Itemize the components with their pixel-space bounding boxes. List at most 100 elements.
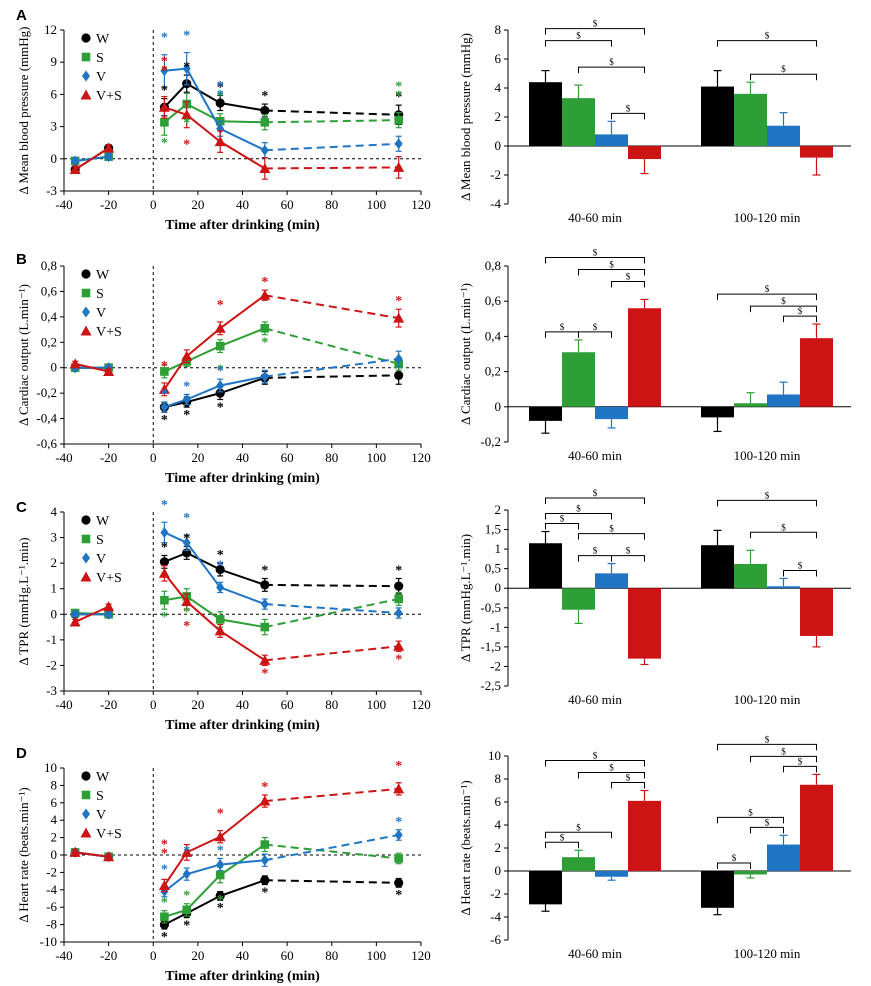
significance-bracket <box>578 66 645 74</box>
data-point-vs <box>393 312 405 323</box>
significance-star: * <box>395 815 402 830</box>
bar-w <box>701 545 734 589</box>
data-point-v <box>216 581 225 593</box>
y-tick-label: -10 <box>40 934 57 949</box>
data-point-vs <box>158 567 170 578</box>
x-tick-label: 80 <box>325 948 338 963</box>
data-point-s <box>182 905 192 915</box>
significance-symbol: $ <box>626 773 631 783</box>
series-line-dashed <box>264 603 399 615</box>
data-point-v <box>394 138 403 150</box>
data-point-vs <box>69 164 81 175</box>
bar-s <box>562 588 595 610</box>
y-axis-label: Δ TPR (mmHg.L⁻¹.min) <box>16 537 31 665</box>
significance-symbol: $ <box>798 560 803 570</box>
x-tick-label: 100 <box>367 197 387 212</box>
legend-label-v: V <box>96 552 106 567</box>
data-point-v <box>394 607 403 619</box>
significance-symbol: $ <box>593 322 598 332</box>
significance-star: * <box>183 29 190 44</box>
x-tick-label: -40 <box>55 948 72 963</box>
bar-group-0: 40-60 min <box>529 298 661 463</box>
significance-star: * <box>161 610 168 625</box>
significance-symbol: $ <box>626 103 631 113</box>
data-point-vs <box>214 136 226 147</box>
x-tick-label: -40 <box>55 450 72 465</box>
bar-y-tick-label: 2 <box>495 502 502 517</box>
bar-v <box>595 871 628 877</box>
significance-symbol: $ <box>765 284 770 294</box>
bar-y-tick-label: -1 <box>490 619 501 634</box>
data-point-v <box>182 394 191 405</box>
legend-marker-v <box>82 552 90 564</box>
bar-s <box>734 563 767 589</box>
data-point-vs <box>393 640 405 651</box>
significance-star: * <box>217 364 224 379</box>
series-line <box>163 82 265 112</box>
series-vs <box>69 95 405 180</box>
significance-bracket <box>750 826 784 834</box>
legend-marker-w <box>81 515 91 525</box>
data-point-vs <box>181 596 193 606</box>
bar-vs <box>628 588 661 659</box>
data-point-s <box>215 341 225 351</box>
data-point-v <box>394 353 403 365</box>
significance-symbol: $ <box>781 64 786 74</box>
legend-marker-v <box>82 306 90 318</box>
data-point-vs <box>103 601 115 612</box>
x-tick-label: -20 <box>100 197 117 212</box>
data-point-vs <box>214 831 226 842</box>
data-point-v <box>71 608 80 620</box>
significance-star: * <box>217 362 224 377</box>
significance-bracket <box>717 40 817 47</box>
significance-symbol: $ <box>609 763 614 773</box>
bar-group-label: 40-60 min <box>568 692 622 707</box>
significance-symbol: $ <box>593 247 598 257</box>
bar-group-label: 40-60 min <box>568 448 622 463</box>
bar-group-label: 40-60 min <box>568 210 622 225</box>
bar-y-axis-label: Δ Cardiac output (L.min⁻¹) <box>458 283 473 425</box>
significance-star: * <box>217 843 224 858</box>
data-point-vs <box>214 322 226 333</box>
significance-star: * <box>261 336 268 351</box>
bar-v <box>767 586 800 589</box>
data-point-vs <box>259 162 271 173</box>
x-tick-label: -20 <box>100 948 117 963</box>
data-point-vs <box>393 783 405 794</box>
significance-star: * <box>161 862 168 877</box>
data-point-vs <box>69 616 81 627</box>
series-line <box>163 879 266 926</box>
significance-symbol: $ <box>576 822 581 832</box>
legend-c: WSV V+S <box>80 514 122 586</box>
series-line <box>163 531 266 605</box>
data-point-s <box>215 615 225 624</box>
y-tick-label: 0,6 <box>41 283 58 298</box>
significance-bracket <box>750 305 817 313</box>
series-line <box>164 595 265 629</box>
significance-bracket <box>611 782 645 789</box>
bar-y-tick-label: 8 <box>495 22 502 37</box>
data-point-s <box>260 840 270 849</box>
series-line <box>164 67 266 152</box>
series-line <box>164 376 266 409</box>
bar-group-1: 100-120 min <box>701 323 833 463</box>
series-line-dashed <box>264 834 399 862</box>
significance-star: * <box>161 837 168 852</box>
significance-star: * <box>183 532 190 547</box>
series-line-dashed <box>264 109 399 116</box>
significance-bracket <box>578 772 645 779</box>
data-point-v <box>216 380 225 392</box>
significance-symbol: $ <box>798 756 803 766</box>
x-tick-label: 20 <box>191 948 204 963</box>
y-tick-label: 6 <box>51 795 58 810</box>
data-point-v <box>104 151 113 163</box>
y-tick-label: 0 <box>51 847 58 862</box>
significance-star: * <box>395 89 402 104</box>
significance-star: * <box>395 652 402 667</box>
significance-star: * <box>183 619 190 634</box>
data-point-vs <box>103 142 115 153</box>
significance-bracket <box>545 40 612 47</box>
